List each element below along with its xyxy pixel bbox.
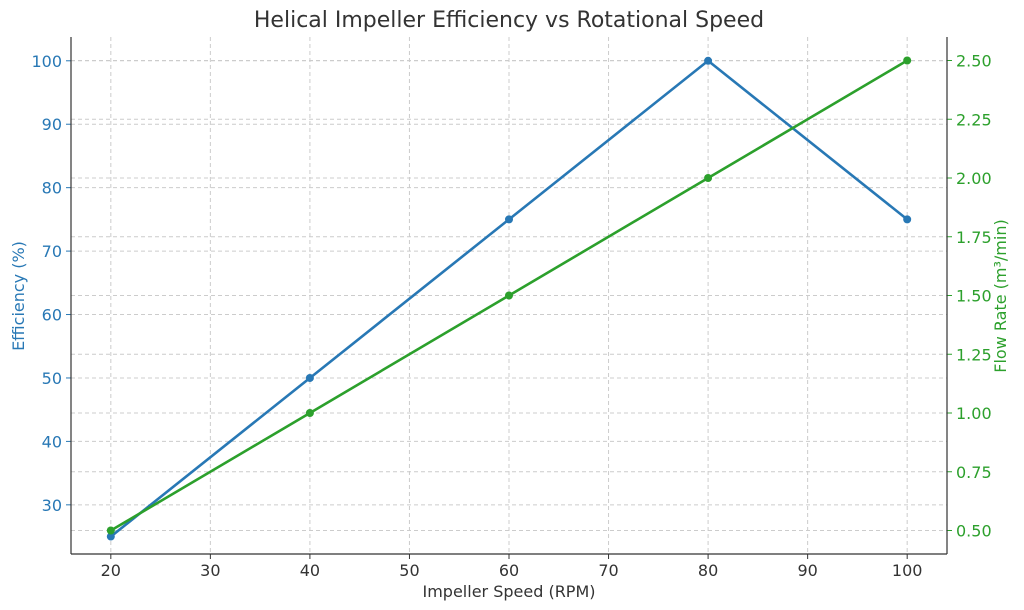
x-tick-label: 100 xyxy=(892,561,923,580)
data-point-flow-rate xyxy=(106,526,115,535)
y-axis-right-label: Flow Rate (m³/min) xyxy=(991,219,1010,372)
y-right-tick-label: 2.25 xyxy=(956,110,992,129)
y-right-tick-label: 0.75 xyxy=(956,463,992,482)
x-tick-label: 30 xyxy=(200,561,220,580)
tick-labels: 20 30 40 50 60 70 80 90 100 30 40 50 60 70 80 90 100 0.50… xyxy=(31,52,991,581)
data-point-efficiency xyxy=(704,56,713,65)
data-point-efficiency xyxy=(903,215,912,224)
data-point-flow-rate xyxy=(704,174,713,182)
y-axis-left-label: Efficiency (%) xyxy=(9,241,28,351)
y-left-tick-label: 60 xyxy=(42,306,62,325)
data-point-flow-rate xyxy=(305,409,314,417)
chart-title: Helical Impeller Efficiency vs Rotationa… xyxy=(254,8,764,33)
x-tick-label: 90 xyxy=(797,561,817,580)
axes xyxy=(66,37,952,559)
y-right-tick-label: 2.50 xyxy=(956,52,992,71)
y-left-tick-label: 40 xyxy=(42,432,62,451)
y-right-tick-label: 1.75 xyxy=(956,228,992,247)
y-right-tick-label: 2.00 xyxy=(956,169,992,188)
x-tick-label: 60 xyxy=(499,561,519,580)
y-right-tick-label: 1.00 xyxy=(956,404,992,423)
data-point-flow-rate xyxy=(903,56,912,65)
x-tick-label: 40 xyxy=(300,561,320,580)
data-point-flow-rate xyxy=(505,291,513,300)
y-right-tick-label: 1.25 xyxy=(956,345,992,364)
series-layer xyxy=(106,56,912,541)
x-tick-label: 20 xyxy=(101,561,121,580)
y-left-tick-label: 50 xyxy=(42,369,62,388)
y-right-tick-label: 0.50 xyxy=(956,522,992,541)
y-left-tick-label: 90 xyxy=(42,115,62,134)
x-tick-label: 80 xyxy=(698,561,718,580)
data-point-efficiency xyxy=(305,373,314,382)
y-left-tick-label: 100 xyxy=(31,52,62,71)
y-left-tick-label: 70 xyxy=(42,242,62,261)
grid xyxy=(71,37,947,554)
data-point-efficiency xyxy=(106,532,115,541)
y-left-tick-label: 30 xyxy=(42,496,62,515)
x-tick-label: 50 xyxy=(399,561,419,580)
y-left-tick-label: 80 xyxy=(42,179,62,198)
data-point-efficiency xyxy=(505,215,513,224)
x-axis-label: Impeller Speed (RPM) xyxy=(423,582,596,601)
x-tick-label: 70 xyxy=(598,561,618,580)
y-right-tick-label: 1.50 xyxy=(956,287,992,306)
